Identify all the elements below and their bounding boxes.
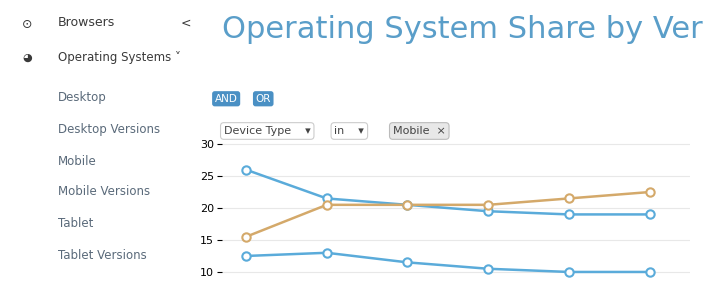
Text: AND: AND [215,94,237,104]
Text: Operating System Share by Version: Operating System Share by Version [222,15,704,44]
Text: Tablet Versions: Tablet Versions [58,249,147,262]
Text: Browsers: Browsers [58,16,115,29]
Text: OR: OR [256,94,271,104]
Text: ◕: ◕ [22,53,32,63]
Text: in    ▾: in ▾ [334,126,364,136]
Text: Desktop: Desktop [58,91,107,104]
Text: Mobile  ×: Mobile × [393,126,446,136]
Text: Tablet: Tablet [58,217,94,230]
Text: <: < [180,16,191,29]
Text: Operating Systems ˅: Operating Systems ˅ [58,51,181,64]
Text: Device Type    ▾: Device Type ▾ [224,126,310,136]
Text: Mobile: Mobile [58,155,97,168]
Text: ⊙: ⊙ [22,18,32,30]
Text: Mobile Versions: Mobile Versions [58,185,150,197]
Text: Desktop Versions: Desktop Versions [58,123,161,136]
